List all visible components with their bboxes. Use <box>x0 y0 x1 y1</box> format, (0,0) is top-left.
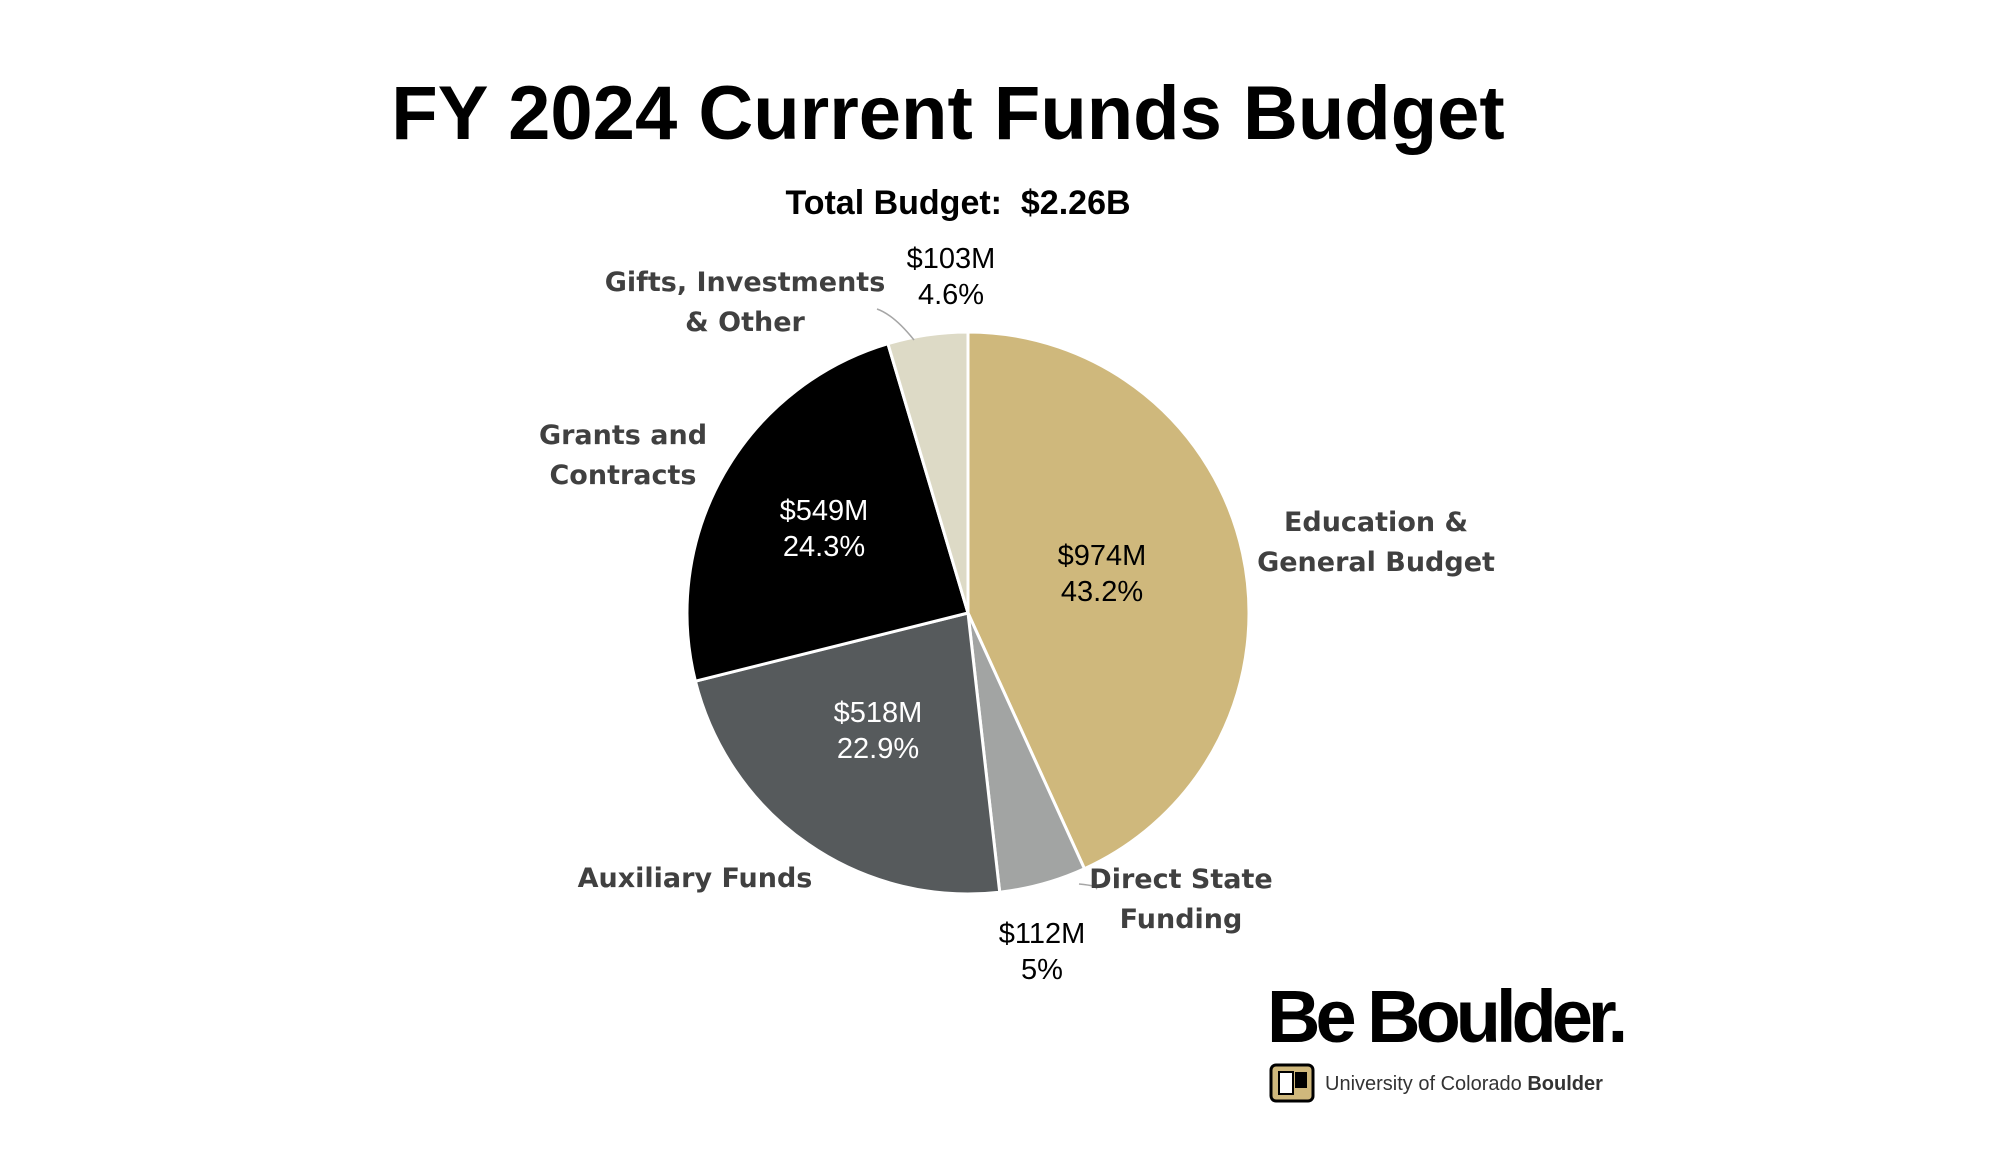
data-label: $549M 24.3% <box>780 495 869 563</box>
pie-slice <box>886 330 970 614</box>
category-label-line: Auxiliary Funds <box>578 863 813 894</box>
cu-logo-icon <box>1269 1063 1315 1103</box>
chart-subtitle: Total Budget: $2.26B <box>785 184 1130 222</box>
logo-university-text: University of Colorado Boulder <box>1325 1073 1603 1095</box>
logo-wordmark: Be Boulder. <box>1267 975 1624 1058</box>
data-label-percent: 22.9% <box>837 733 919 765</box>
data-label-amount: $103M <box>907 243 996 275</box>
leader-lines <box>876 308 1098 890</box>
pie-slices <box>685 330 1251 896</box>
category-label-line: General Budget <box>1257 547 1495 578</box>
data-label: $518M 22.9% <box>834 697 923 765</box>
data-label: $103M 4.6% <box>907 243 996 311</box>
category-label: Direct State Funding <box>1089 864 1272 935</box>
leader-line <box>1078 883 1098 890</box>
data-label-amount: $112M <box>999 918 1086 950</box>
be-boulder-logo: Be Boulder. University of Colorado Bould… <box>1267 975 1629 1103</box>
pie-slice <box>693 611 1002 896</box>
category-label: Education & General Budget <box>1257 507 1495 578</box>
category-label-line: Gifts, Investments <box>605 267 886 298</box>
category-label: Grants and Contracts <box>539 420 707 491</box>
category-label-line: Direct State <box>1089 864 1272 895</box>
category-label-line: Education & <box>1284 507 1468 538</box>
leader-line <box>876 308 915 341</box>
category-label-line: Funding <box>1120 904 1243 935</box>
data-label-percent: 43.2% <box>1061 576 1143 608</box>
data-label: $974M 43.2% <box>1058 540 1147 608</box>
data-label-amount: $518M <box>834 697 923 729</box>
data-label-percent: 5% <box>1021 954 1063 986</box>
category-label-line: Grants and <box>539 420 707 451</box>
data-label-amount: $549M <box>780 495 869 527</box>
category-label-line: & Other <box>685 307 805 338</box>
pie-slice <box>685 341 970 683</box>
chart-title: FY 2024 Current Funds Budget <box>391 71 1504 156</box>
data-label-percent: 24.3% <box>783 531 865 563</box>
category-label: Gifts, Investments & Other <box>605 267 886 338</box>
pie-slice <box>966 330 1251 871</box>
data-label-amount: $974M <box>1058 540 1147 572</box>
data-label-percent: 4.6% <box>918 279 984 311</box>
category-label-line: Contracts <box>549 460 696 491</box>
pie-labels: $974M 43.2% Education & General Budget $112M… <box>539 243 1495 986</box>
data-label: $112M 5% <box>999 918 1086 986</box>
category-label: Auxiliary Funds <box>578 863 813 894</box>
